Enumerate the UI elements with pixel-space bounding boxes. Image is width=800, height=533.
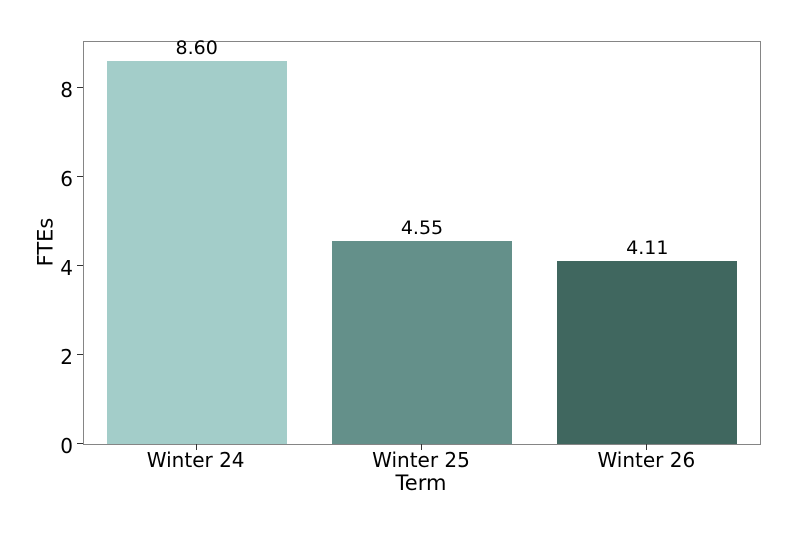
y-tick-label: 2 [60, 344, 73, 369]
x-axis-label: Term [395, 471, 447, 495]
y-tick-mark [77, 175, 83, 177]
y-tick-mark [77, 86, 83, 88]
y-tick-mark [77, 264, 83, 266]
bar-value-label: 8.60 [175, 37, 218, 60]
x-tick-label: Winter 26 [597, 448, 696, 472]
y-tick-label: 6 [60, 166, 73, 191]
y-tick-mark [77, 353, 83, 355]
bar-winter-26 [557, 261, 738, 444]
bar-winter-24 [106, 61, 287, 444]
x-tick-mark [646, 444, 648, 450]
x-tick-label: Winter 24 [146, 448, 245, 472]
bar-value-label: 4.11 [626, 237, 669, 260]
y-tick-mark [77, 443, 83, 444]
y-tick-label: 0 [60, 434, 73, 458]
bar-winter-25 [331, 241, 513, 444]
plot-area: 8.60 4.55 4.11 [83, 37, 761, 445]
y-tick-label: 4 [60, 255, 73, 280]
y-tick-label: 8 [60, 77, 73, 102]
bar-value-label: 4.55 [400, 217, 444, 240]
x-tick-label: Winter 25 [372, 448, 470, 472]
x-tick-mark [195, 444, 197, 450]
x-tick-mark [421, 444, 422, 450]
